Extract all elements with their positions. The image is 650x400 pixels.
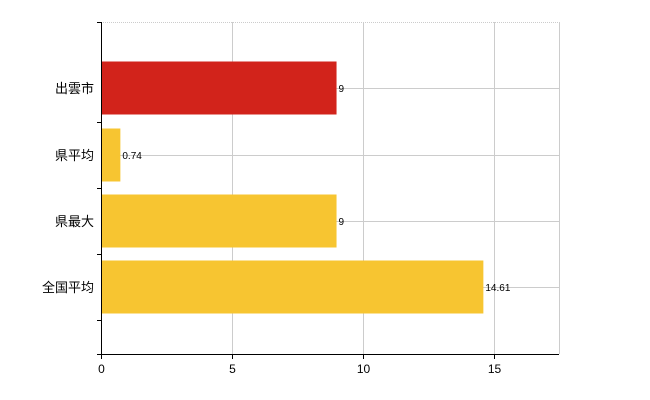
category-label-0: 出雲市	[55, 81, 94, 97]
x-tick-label-1: 5	[229, 362, 236, 376]
category-label-2: 県最大	[55, 215, 94, 230]
x-tick-label-2: 10	[357, 362, 371, 376]
x-tick-label-3: 15	[488, 362, 502, 376]
category-label-1: 県平均	[55, 149, 94, 164]
x-tick-label-0: 0	[98, 362, 105, 376]
value-label-0: 9	[339, 84, 345, 95]
bar-0	[101, 61, 337, 115]
bar-2	[101, 194, 337, 248]
value-label-1: 0.74	[122, 151, 142, 162]
bar-1	[101, 128, 121, 182]
value-label-2: 9	[339, 217, 345, 228]
value-label-3: 14.61	[485, 283, 510, 294]
category-label-3: 全国平均	[42, 280, 94, 296]
bar-3	[101, 260, 484, 314]
